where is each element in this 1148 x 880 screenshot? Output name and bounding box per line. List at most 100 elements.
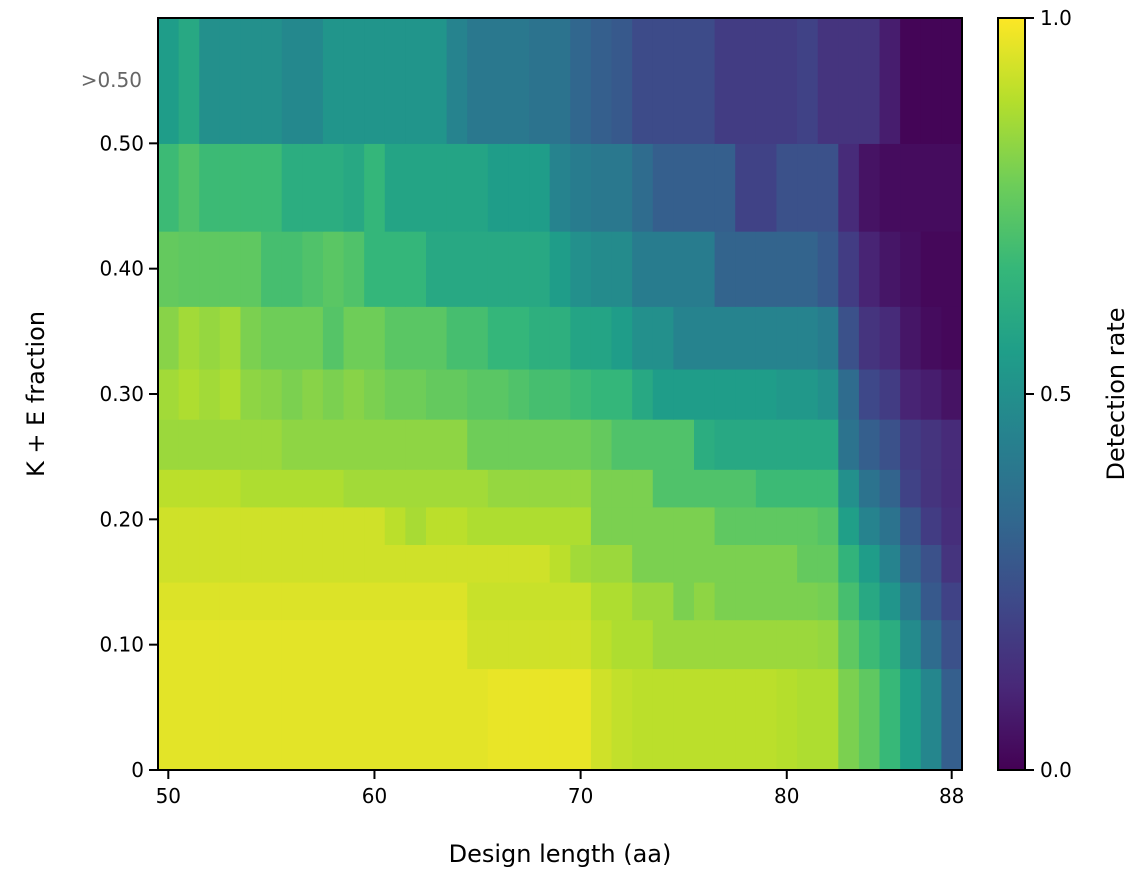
heatmap-cell	[322, 506, 345, 545]
heatmap-cell	[632, 419, 654, 470]
heatmap-cell	[652, 506, 674, 545]
heatmap-cell	[920, 231, 942, 307]
heatmap-cell	[673, 231, 695, 307]
heatmap-cell	[817, 619, 839, 670]
heatmap-cell	[508, 469, 530, 508]
heatmap-cell	[240, 668, 262, 771]
heatmap-cell	[364, 668, 386, 771]
heatmap-cell	[508, 544, 530, 583]
heatmap-cell	[632, 368, 654, 420]
x-tick-label: 88	[939, 784, 964, 808]
heatmap-cell	[364, 506, 386, 545]
heatmap-cell	[384, 18, 406, 144]
heatmap-cell	[343, 619, 365, 670]
heatmap-cell	[714, 668, 736, 771]
heatmap-cell	[426, 306, 448, 370]
heatmap-cell	[384, 368, 406, 420]
heatmap-cell	[446, 506, 468, 545]
heatmap-cell	[487, 582, 510, 621]
heatmap-cell	[529, 18, 551, 144]
heatmap-cell	[755, 18, 778, 144]
heatmap-cell	[858, 18, 881, 144]
heatmap-cell	[735, 544, 757, 583]
heatmap-cell	[797, 506, 819, 545]
heatmap-cell	[714, 368, 736, 420]
heatmap-cell	[529, 143, 551, 232]
heatmap-cell	[941, 368, 963, 420]
heatmap-cell	[281, 368, 303, 420]
heatmap-cell	[652, 668, 674, 771]
heatmap-cell	[529, 469, 551, 508]
heatmap-cell	[920, 306, 942, 370]
heatmap-cell	[570, 231, 592, 307]
heatmap-cell	[755, 582, 778, 621]
heatmap-cell	[611, 582, 633, 621]
heatmap-cell	[900, 306, 922, 370]
heatmap-cell	[817, 419, 839, 470]
heatmap-cell	[714, 306, 736, 370]
heatmap-cell	[467, 582, 489, 621]
heatmap-cell	[426, 668, 448, 771]
heatmap-cell	[199, 668, 221, 771]
heatmap-cell	[199, 231, 221, 307]
heatmap-cell	[755, 506, 778, 545]
heatmap-cell	[941, 143, 963, 232]
heatmap-cell	[322, 419, 345, 470]
heatmap-cell	[590, 544, 613, 583]
heatmap-cell	[714, 18, 736, 144]
heatmap-cell	[261, 143, 283, 232]
heatmap-cell	[467, 419, 489, 470]
heatmap-cell	[590, 306, 613, 370]
heatmap-cell	[508, 368, 530, 420]
heatmap-cell	[219, 544, 242, 583]
heatmap-cell	[302, 419, 324, 470]
heatmap-cell	[797, 668, 819, 771]
heatmap-cell	[487, 544, 510, 583]
heatmap-cell	[384, 469, 406, 508]
heatmap-cell	[941, 619, 963, 670]
heatmap-cell	[302, 582, 324, 621]
heatmap-cell	[529, 544, 551, 583]
heatmap-cell	[322, 231, 345, 307]
heatmap-cell	[343, 668, 365, 771]
heatmap-cell	[199, 306, 221, 370]
heatmap-cell	[281, 306, 303, 370]
y-tick-label: 0	[131, 758, 144, 782]
heatmap-cell	[879, 143, 901, 232]
heatmap-cell	[838, 306, 860, 370]
heatmap-cell	[879, 619, 901, 670]
heatmap-cell	[611, 544, 633, 583]
heatmap-cell	[405, 506, 427, 545]
heatmap-cell	[508, 143, 530, 232]
heatmap-cell	[694, 619, 716, 670]
heatmap-cell	[941, 544, 963, 583]
heatmap-cell	[673, 306, 695, 370]
heatmap-cell	[302, 619, 324, 670]
heatmap-cell	[838, 506, 860, 545]
heatmap-cell	[920, 419, 942, 470]
heatmap-cell	[900, 582, 922, 621]
heatmap-cell	[776, 143, 798, 232]
heatmap-cell	[261, 544, 283, 583]
heatmap-cell	[178, 506, 200, 545]
heatmap-cell	[694, 368, 716, 420]
heatmap-cell	[941, 469, 963, 508]
heatmap-cell	[611, 143, 633, 232]
heatmap-cell	[426, 419, 448, 470]
heatmap-cell	[776, 231, 798, 307]
heatmap-cell	[426, 619, 448, 670]
heatmap-cell	[652, 419, 674, 470]
heatmap-cell	[611, 368, 633, 420]
heatmap-cell	[694, 231, 716, 307]
heatmap-cell	[797, 306, 819, 370]
heatmap-cell	[632, 582, 654, 621]
heatmap-cell	[590, 143, 613, 232]
heatmap-cell	[879, 306, 901, 370]
heatmap-cell	[900, 668, 922, 771]
heatmap-cell	[879, 419, 901, 470]
heatmap-cell	[281, 544, 303, 583]
heatmap-cell	[158, 619, 180, 670]
heatmap-cell	[281, 668, 303, 771]
heatmap-cell	[158, 231, 180, 307]
heatmap-cell	[858, 368, 881, 420]
